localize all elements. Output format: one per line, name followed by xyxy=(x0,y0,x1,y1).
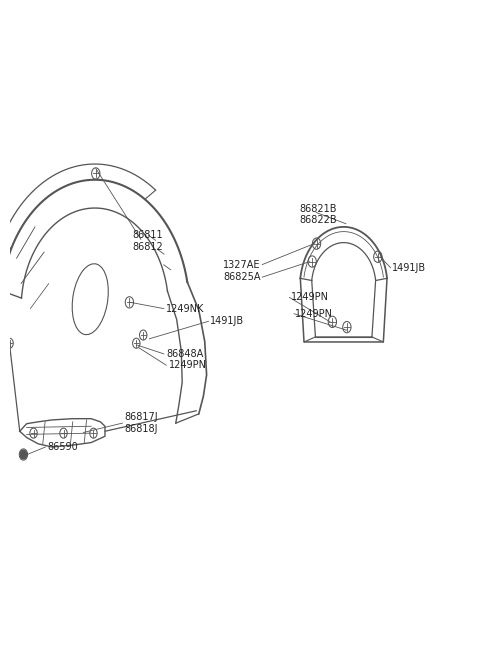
Text: 86821B
86822B: 86821B 86822B xyxy=(300,204,337,225)
Text: 86825A: 86825A xyxy=(223,272,261,282)
Text: 1249PN: 1249PN xyxy=(291,292,329,303)
Circle shape xyxy=(20,450,27,459)
Text: 86811
86812: 86811 86812 xyxy=(132,230,163,252)
Text: 1491JB: 1491JB xyxy=(210,316,244,326)
Text: 1249PN: 1249PN xyxy=(295,309,333,319)
Text: 1249NK: 1249NK xyxy=(166,304,204,314)
Text: 86590: 86590 xyxy=(48,442,78,452)
Text: 86817J
86818J: 86817J 86818J xyxy=(124,412,157,434)
Text: 1327AE: 1327AE xyxy=(223,259,261,270)
Text: 1249PN: 1249PN xyxy=(168,360,206,370)
Text: 86848A: 86848A xyxy=(166,349,204,359)
Text: 1491JB: 1491JB xyxy=(392,263,426,272)
